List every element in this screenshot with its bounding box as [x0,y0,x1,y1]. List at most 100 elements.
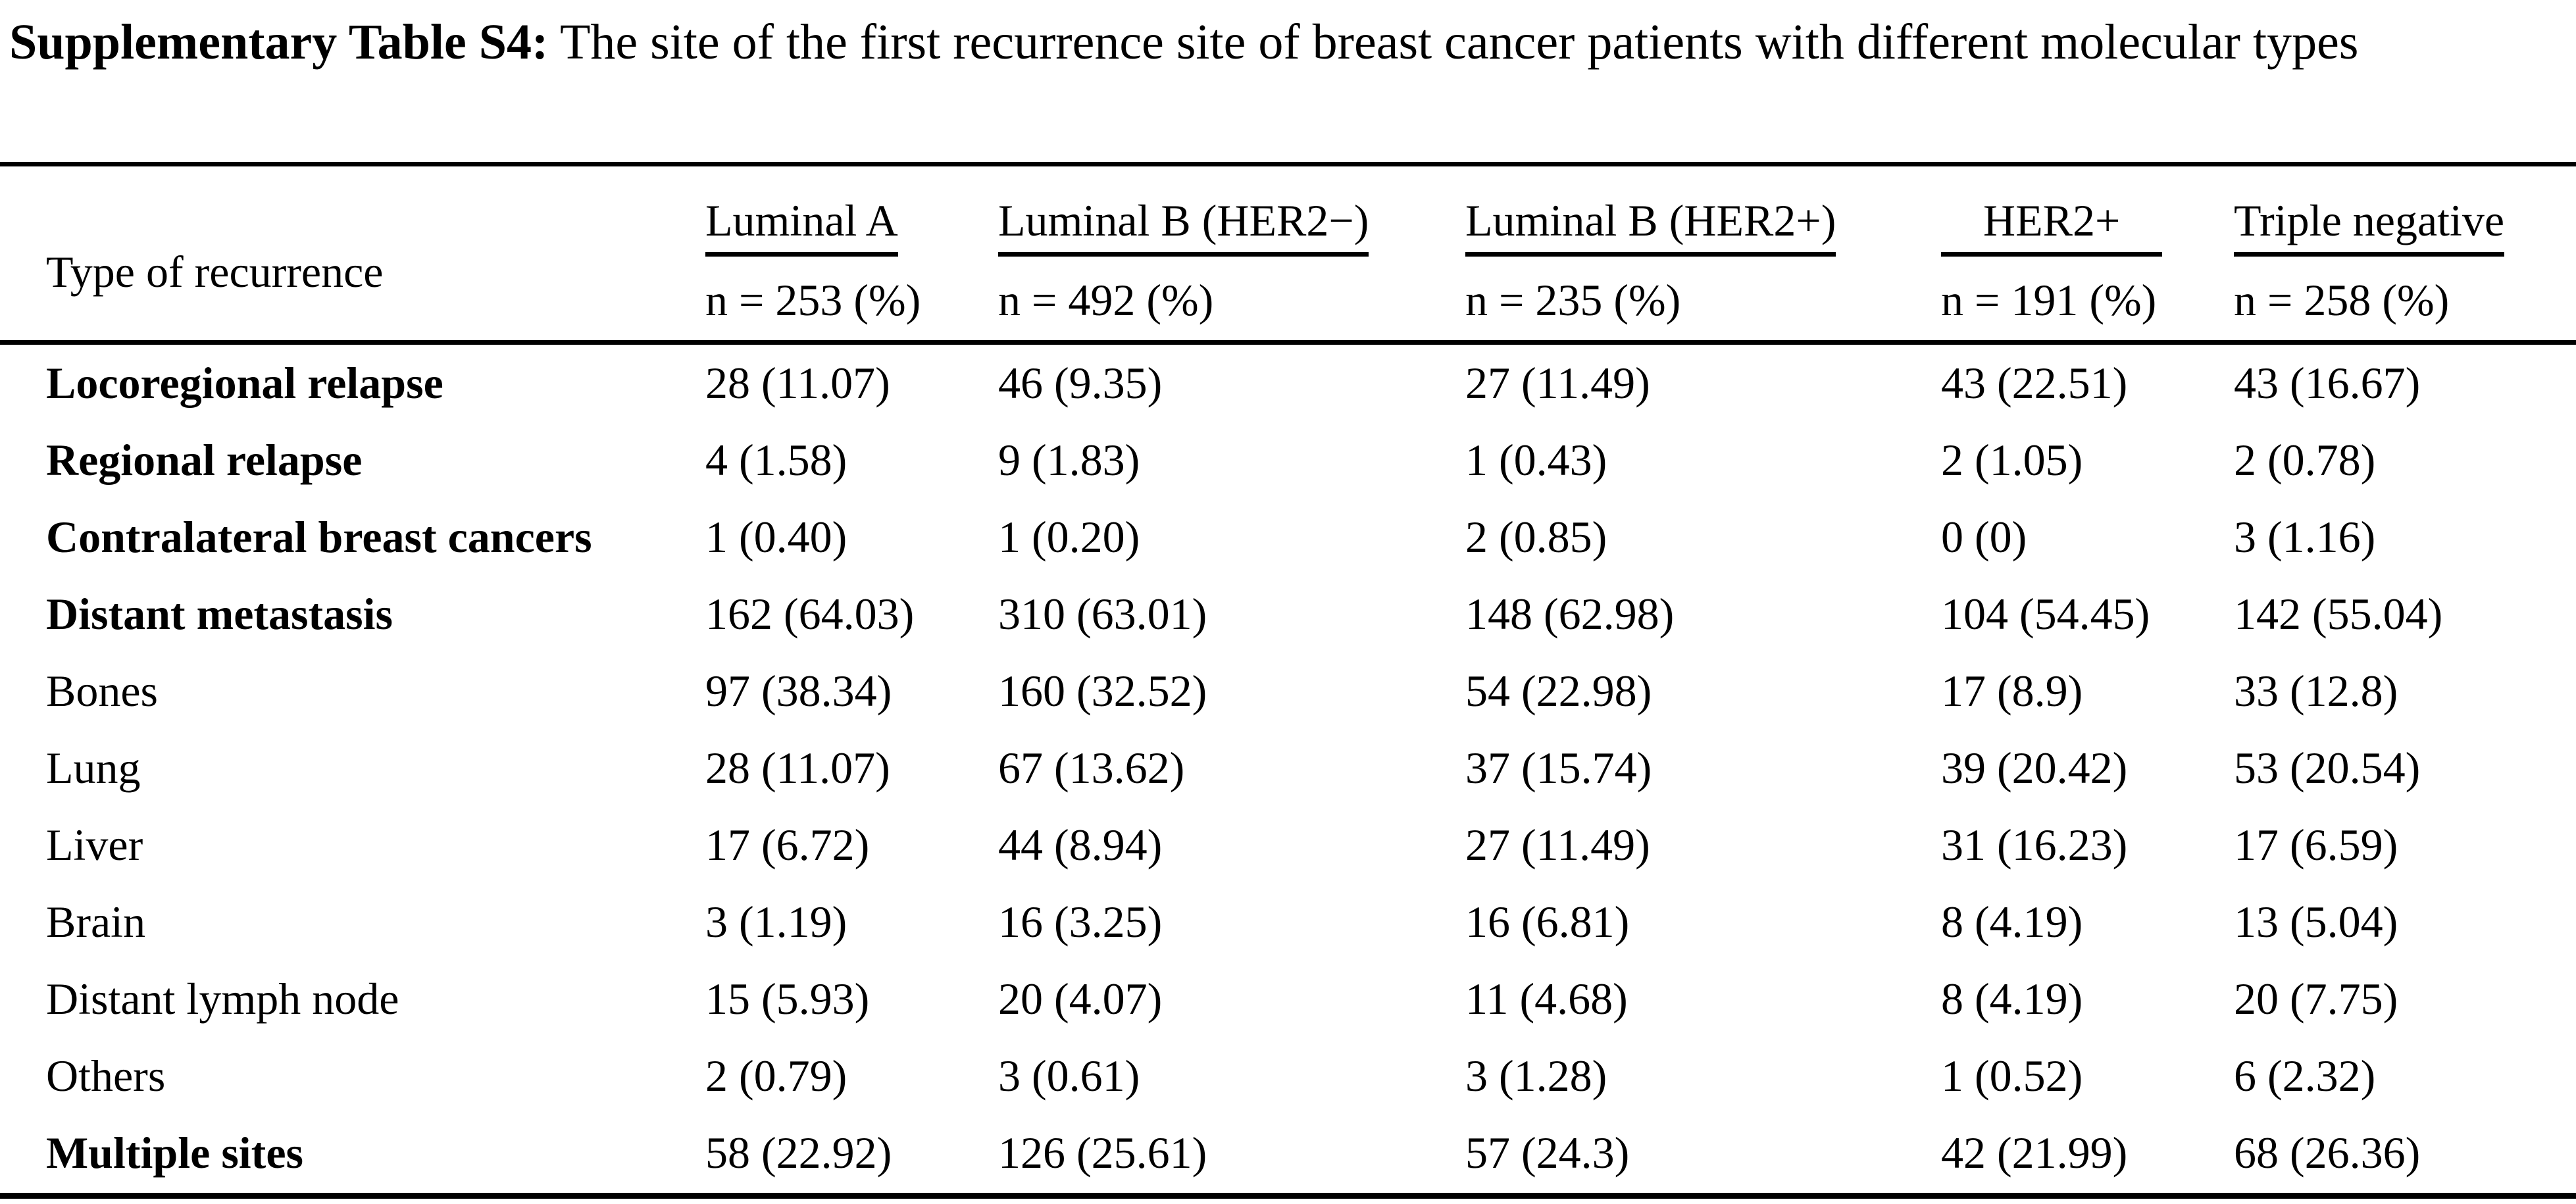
table-cell: 1 (0.43) [1465,434,1607,485]
table-cell: 17 (6.59) [2234,819,2398,870]
table-row: Locoregional relapse 28 (11.07) 46 (9.35) 2… [0,344,2576,421]
table-cell: 8 (4.19) [1941,896,2083,947]
table-row: Distant lymph node 15 (5.93) 20 (4.07) 11 (… [0,960,2576,1037]
table-row: Brain 3 (1.19) 16 (3.25) 16 (6.81) 8 (4.19) 1… [0,883,2576,960]
table-rule-header [0,340,2576,345]
column-header: HER2+ n = 191 (%) [1941,166,2234,340]
table-cell: 3 (0.61) [998,1050,1140,1101]
table-cell: 11 (4.68) [1465,973,1628,1024]
table-cell: 104 (54.45) [1941,588,2150,639]
table-cell: 33 (12.8) [2234,665,2398,716]
table-cell: 27 (11.49) [1465,357,1650,408]
table-row: Lung 28 (11.07) 67 (13.62) 37 (15.74) 39 (20… [0,729,2576,806]
table-cell: 27 (11.49) [1465,819,1650,870]
row-label: Bones [46,665,158,716]
table-cell: 1 (0.40) [705,511,847,562]
column-header-type-of-recurrence: Type of recurrence [0,166,705,340]
table-cell: 1 (0.20) [998,511,1140,562]
table-cell: 2 (0.85) [1465,511,1607,562]
table-cell: 20 (7.75) [2234,973,2398,1024]
table-row: Liver 17 (6.72) 44 (8.94) 27 (11.49) 31 (16.… [0,806,2576,883]
row-label: Lung [46,742,141,793]
column-header: Triple negative n = 258 (%) [2234,166,2576,340]
row-label: Liver [46,819,143,870]
table-cell: 4 (1.58) [705,434,847,485]
column-header-n: n = 492 (%) [998,275,1214,325]
table-cell: 310 (63.01) [998,588,1207,639]
table-cell: 8 (4.19) [1941,973,2083,1024]
table-cell: 97 (38.34) [705,665,892,716]
table-cell: 58 (22.92) [705,1127,892,1178]
table-cell: 20 (4.07) [998,973,1163,1024]
table-cell: 3 (1.28) [1465,1050,1607,1101]
table-cell: 16 (6.81) [1465,896,1630,947]
table-row: Contralateral breast cancers 1 (0.40) 1 (0… [0,498,2576,575]
table-cell: 17 (6.72) [705,819,870,870]
table-cell: 42 (21.99) [1941,1127,2128,1178]
table-cell: 2 (0.79) [705,1050,847,1101]
table-cell: 142 (55.04) [2234,588,2443,639]
table-cell: 68 (26.36) [2234,1127,2421,1178]
row-label: Distant metastasis [46,588,393,639]
table-cell: 16 (3.25) [998,896,1163,947]
table-cell: 17 (8.9) [1941,665,2083,716]
row-label: Regional relapse [46,434,363,485]
column-header-n: n = 191 (%) [1941,275,2157,325]
table-cell: 43 (16.67) [2234,357,2421,408]
column-header: Luminal B (HER2+) n = 235 (%) [1465,166,1941,340]
table-row: Others 2 (0.79) 3 (0.61) 3 (1.28) 1 (0.52) 6 … [0,1037,2576,1114]
table-cell: 13 (5.04) [2234,896,2398,947]
table-cell: 1 (0.52) [1941,1050,2083,1101]
column-header-name: Triple negative [2234,198,2505,257]
table-cell: 28 (11.07) [705,357,890,408]
table-cell: 9 (1.83) [998,434,1140,485]
table-cell: 148 (62.98) [1465,588,1675,639]
row-label: Distant lymph node [46,973,399,1024]
row-label: Others [46,1050,166,1101]
column-header-name: HER2+ [1941,198,2163,257]
table-cell: 6 (2.32) [2234,1050,2376,1101]
table-cell: 28 (11.07) [705,742,890,793]
table-cell: 54 (22.98) [1465,665,1652,716]
table-cell: 126 (25.61) [998,1127,1207,1178]
row-header-label: Type of recurrence [46,247,384,297]
table-row: Regional relapse 4 (1.58) 9 (1.83) 1 (0.43)… [0,421,2576,498]
table-title-label: Supplementary Table S4: [9,14,549,70]
table-cell: 39 (20.42) [1941,742,2128,793]
column-header-name: Luminal B (HER2−) [998,198,1369,257]
table-cell: 37 (15.74) [1465,742,1652,793]
table-cell: 3 (1.16) [2234,511,2376,562]
row-label: Locoregional relapse [46,357,443,408]
row-label: Multiple sites [46,1127,303,1178]
table-title: Supplementary Table S4: The site of the … [9,1,2574,83]
table-cell: 57 (24.3) [1465,1127,1630,1178]
table-cell: 2 (1.05) [1941,434,2083,485]
table-cell: 162 (64.03) [705,588,915,639]
table-title-text: The site of the first recurrence site of… [559,14,2359,70]
column-header-n: n = 235 (%) [1465,275,1681,325]
column-header: Luminal B (HER2−) n = 492 (%) [998,166,1465,340]
table-cell: 46 (9.35) [998,357,1163,408]
table-cell: 2 (0.78) [2234,434,2376,485]
table-cell: 67 (13.62) [998,742,1185,793]
table-rule-top [0,162,2576,166]
table-row: Bones 97 (38.34) 160 (32.52) 54 (22.98) 17 (… [0,652,2576,729]
column-header-n: n = 258 (%) [2234,275,2450,325]
table-row: Multiple sites 58 (22.92) 126 (25.61) 57 (2… [0,1114,2576,1191]
table-row: Distant metastasis 162 (64.03) 310 (63.01)… [0,575,2576,652]
column-header-name: Luminal B (HER2+) [1465,198,1836,257]
table-body: Locoregional relapse 28 (11.07) 46 (9.35) 2… [0,344,2576,1191]
column-header: Luminal A n = 253 (%) [705,166,998,340]
table-cell: 53 (20.54) [2234,742,2421,793]
table-rule-bottom [0,1193,2576,1199]
table-cell: 31 (16.23) [1941,819,2128,870]
table-cell: 15 (5.93) [705,973,870,1024]
row-label: Contralateral breast cancers [46,511,592,562]
table-cell: 3 (1.19) [705,896,847,947]
column-header-name: Luminal A [705,198,898,257]
row-label: Brain [46,896,146,947]
table-cell: 44 (8.94) [998,819,1163,870]
table-cell: 0 (0) [1941,511,2027,562]
